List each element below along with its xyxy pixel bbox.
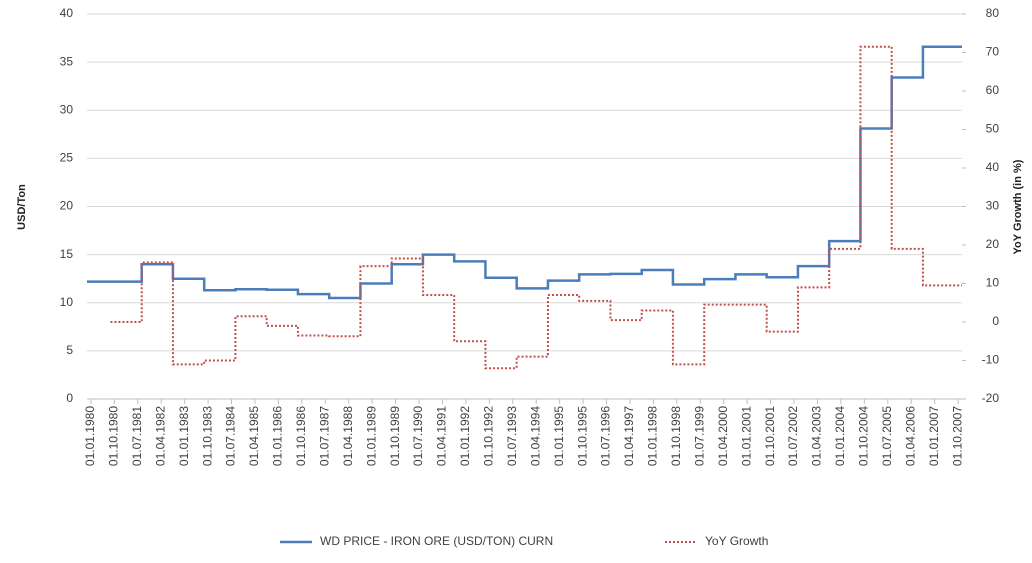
y2-tick-label: 80 [986,6,1000,20]
legend-label: WD PRICE - IRON ORE (USD/TON) CURN [320,534,553,548]
x-tick-label: 01.10.1998 [669,406,683,466]
y-tick-label: 0 [66,391,73,405]
y-tick-label: 25 [60,151,74,165]
x-tick-label: 01.04.1994 [528,406,542,466]
x-tick-label: 01.10.1992 [482,406,496,466]
x-tick-label: 01.10.1989 [388,406,402,466]
x-tick-label: 01.07.2005 [880,406,894,466]
x-tick-label: 01.07.1993 [505,406,519,466]
x-tick-label: 01.10.1986 [294,406,308,466]
legend-label: YoY Growth [705,534,768,548]
y-tick-label: 20 [60,199,74,213]
x-tick-label: 01.04.1985 [247,406,261,466]
x-tick-label: 01.10.2001 [763,406,777,466]
y2-tick-label: 60 [986,83,1000,97]
x-tick-label: 01.07.1981 [130,406,144,466]
y2-axis-title: YoY Growth (in %) [1012,159,1024,254]
y2-tick-label: 10 [986,276,1000,290]
y2-tick-label: -20 [982,391,1000,405]
x-tick-label: 01.01.1995 [552,406,566,466]
series-line [110,45,962,370]
x-tick-label: 01.07.1990 [411,406,425,466]
y-tick-label: 5 [66,343,73,357]
x-tick-label: 01.04.1988 [341,406,355,466]
y-tick-label: 35 [60,54,74,68]
y2-tick-label: 0 [992,314,999,328]
x-tick-label: 01.07.1996 [599,406,613,466]
x-tick-label: 01.01.2004 [833,406,847,466]
x-tick-label: 01.04.1982 [153,406,167,466]
x-tick-label: 01.07.2002 [786,406,800,466]
x-tick-label: 01.04.2006 [903,406,917,466]
x-tick-label: 01.01.2007 [927,406,941,466]
x-tick-label: 01.01.1989 [364,406,378,466]
x-tick-label: 01.10.1983 [200,406,214,466]
x-tick-label: 01.10.1995 [575,406,589,466]
y2-tick-label: 20 [986,237,1000,251]
y2-tick-label: 40 [986,160,1000,174]
x-tick-label: 01.07.1987 [317,406,331,466]
y2-tick-label: 70 [986,45,1000,59]
y2-tick-label: 50 [986,122,1000,136]
x-tick-label: 01.01.1983 [177,406,191,466]
x-tick-label: 01.01.1986 [271,406,285,466]
x-tick-label: 01.01.2001 [739,406,753,466]
x-tick-label: 01.04.2003 [810,406,824,466]
series-line [87,45,962,300]
x-tick-label: 01.10.2007 [950,406,964,466]
y-tick-label: 30 [60,102,74,116]
y-axis-title: USD/Ton [16,184,28,230]
y-tick-label: 15 [60,247,74,261]
y-tick-label: 10 [60,295,74,309]
x-tick-label: 01.01.1998 [646,406,660,466]
y-tick-label: 40 [60,6,74,20]
x-tick-label: 01.07.1999 [692,406,706,466]
x-tick-label: 01.04.1997 [622,406,636,466]
x-tick-label: 01.07.1984 [224,406,238,466]
y2-tick-label: 30 [986,199,1000,213]
x-tick-label: 01.04.1991 [435,406,449,466]
x-tick-label: 01.01.1992 [458,406,472,466]
x-tick-label: 01.10.2004 [857,406,871,466]
x-tick-label: 01.10.1980 [107,406,121,466]
y2-tick-label: -10 [982,353,1000,367]
x-tick-label: 01.04.2000 [716,406,730,466]
x-tick-label: 01.01.1980 [83,406,97,466]
